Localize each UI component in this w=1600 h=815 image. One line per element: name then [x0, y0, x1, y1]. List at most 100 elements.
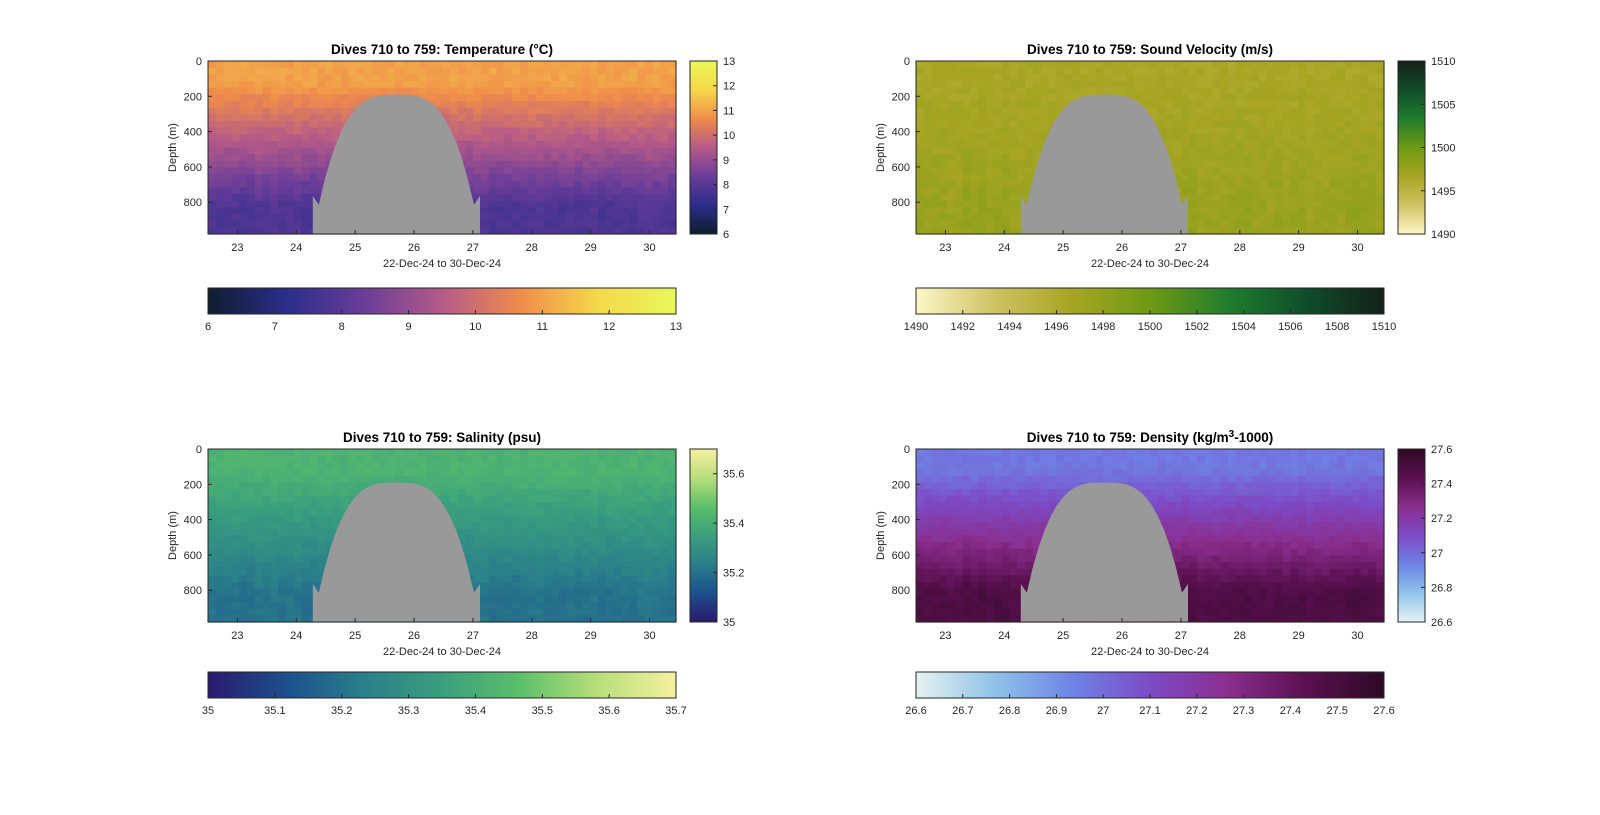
heatmap-cell: [488, 449, 498, 457]
heatmap-cell: [239, 207, 248, 215]
heatmap-cell: [527, 74, 537, 82]
heatmap-cell: [598, 595, 607, 603]
heatmap-cell: [598, 100, 607, 109]
heatmap-cell: [239, 615, 248, 623]
heatmap-cell: [504, 80, 513, 89]
heatmap-cell: [1048, 74, 1057, 82]
heatmap-cell: [1157, 67, 1167, 75]
heatmap-cell: [1290, 114, 1299, 122]
heatmap-cell: [1009, 74, 1018, 82]
heatmap-cell: [364, 67, 373, 75]
heatmap-cell: [317, 462, 326, 470]
heatmap-cell: [270, 127, 279, 135]
heatmap-cell: [481, 462, 490, 470]
heatmap-cell: [286, 154, 295, 162]
heatmap-cell: [527, 522, 537, 530]
heatmap-cell: [208, 515, 217, 523]
heatmap-cell: [923, 562, 933, 570]
heatmap-cell: [1337, 207, 1346, 215]
heatmap-cell: [1251, 187, 1260, 195]
heatmap-cell: [582, 160, 591, 169]
heatmap-cell: [598, 114, 607, 122]
heatmap-cell: [1329, 67, 1338, 75]
heatmap-cell: [644, 61, 654, 69]
heatmap-cell: [1040, 114, 1050, 122]
heatmap-cell: [488, 127, 498, 135]
heatmap-cell: [1337, 114, 1346, 122]
heatmap-cell: [512, 468, 521, 477]
heatmap-cell: [1290, 127, 1299, 135]
heatmap-cell: [1306, 114, 1315, 122]
heatmap-cell: [535, 602, 544, 610]
heatmap-cell: [931, 555, 940, 563]
heatmap-cell: [278, 87, 287, 95]
heatmap-cell: [504, 595, 513, 603]
heatmap-cell: [923, 107, 933, 115]
heatmap-cell: [488, 528, 498, 537]
heatmap-cell: [332, 120, 342, 129]
heatmap-cell: [559, 200, 568, 208]
colorbar-tick-label: 13: [723, 56, 735, 68]
heatmap-cell: [1017, 134, 1026, 142]
heatmap-cell: [231, 67, 240, 75]
heatmap-cell: [223, 160, 232, 169]
heatmap-cell: [262, 455, 271, 463]
heatmap-cell: [1235, 140, 1245, 149]
heatmap-cell: [223, 588, 232, 596]
heatmap-cell: [931, 120, 940, 129]
heatmap-cell: [566, 207, 576, 215]
heatmap-cell: [955, 114, 964, 122]
heatmap-cell: [1025, 114, 1034, 122]
heatmap-cell: [574, 482, 583, 490]
heatmap-cell: [543, 608, 552, 616]
heatmap-cell: [247, 134, 256, 142]
heatmap-cell: [1251, 87, 1260, 95]
heatmap-cell: [481, 61, 490, 69]
heatmap-cell: [978, 227, 987, 235]
heatmap-cell: [512, 542, 521, 550]
heatmap-cell: [488, 582, 498, 590]
heatmap-cell: [668, 528, 677, 537]
heatmap-cell: [582, 187, 591, 195]
heatmap-cell: [1368, 67, 1377, 75]
heatmap-cell: [994, 67, 1003, 75]
heatmap-cell: [488, 548, 498, 557]
heatmap-cell: [1352, 107, 1362, 115]
heatmap-cell: [1001, 227, 1011, 235]
heatmap-cell: [239, 154, 248, 162]
heatmap-cell: [559, 455, 568, 463]
heatmap-cell: [978, 200, 987, 208]
heatmap-cell: [1298, 114, 1307, 122]
colorbar-h-tick-label: 12: [603, 321, 615, 333]
heatmap-cell: [527, 160, 537, 169]
heatmap-cell: [598, 468, 607, 477]
heatmap-cell: [348, 87, 357, 95]
heatmap-cell: [574, 535, 583, 543]
heatmap-cell: [1033, 94, 1042, 102]
heatmap-cell: [621, 602, 630, 610]
heatmap-cell: [660, 120, 669, 129]
heatmap-cell: [465, 528, 474, 537]
heatmap-cell: [590, 220, 599, 228]
heatmap-cell: [247, 227, 256, 235]
heatmap-cell: [559, 482, 568, 490]
colorbar-h-tick-label: 1498: [1091, 321, 1115, 333]
heatmap-cell: [1329, 180, 1338, 189]
heatmap-cell: [215, 455, 225, 463]
heatmap-cell: [1173, 100, 1182, 109]
heatmap-cell: [208, 127, 217, 135]
heatmap-cell: [262, 214, 271, 222]
heatmap-cell: [481, 100, 490, 109]
heatmap-cell: [231, 120, 240, 129]
heatmap-cell: [1204, 87, 1213, 95]
heatmap-cell: [504, 160, 513, 169]
heatmap-cell: [1376, 74, 1385, 82]
heatmap-cell: [598, 482, 607, 490]
heatmap-cell: [496, 167, 505, 175]
heatmap-cell: [348, 488, 357, 497]
heatmap-cell: [559, 508, 568, 517]
heatmap-cell: [629, 515, 638, 523]
heatmap-cell: [481, 220, 490, 228]
heatmap-cell: [652, 575, 661, 583]
heatmap-cell: [293, 488, 303, 497]
